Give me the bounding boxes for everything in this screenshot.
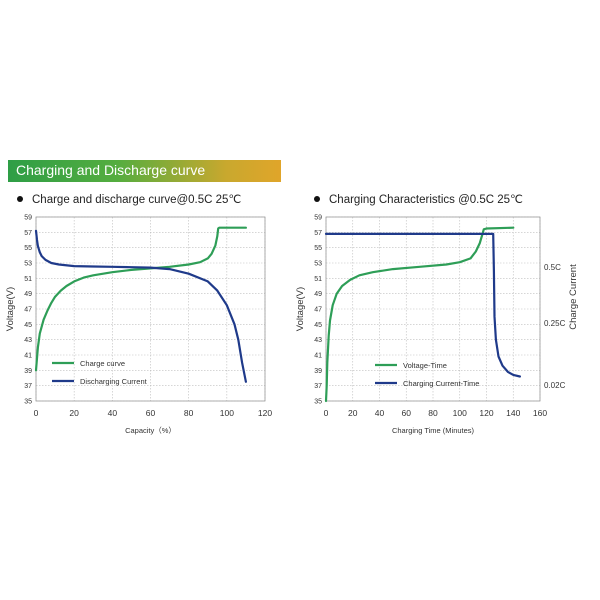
chart-2-y-tick-label: 47 bbox=[314, 307, 322, 314]
chart-1-y-tick-label: 37 bbox=[24, 383, 32, 390]
chart-1-y-tick-label: 47 bbox=[24, 307, 32, 314]
chart-2-y-tick-label: 39 bbox=[314, 368, 322, 375]
chart-1-x-axis-label: Capacity（%） bbox=[125, 426, 176, 435]
chart-1-legend-label: Charge curve bbox=[80, 359, 125, 368]
chart-2-title: Charging Characteristics @0.5C 25℃ bbox=[314, 192, 523, 206]
chart-1-y-tick-label: 59 bbox=[24, 215, 32, 222]
chart-2-series-2-line bbox=[324, 232, 521, 378]
chart-2-y-tick-label: 59 bbox=[314, 215, 322, 222]
chart-1-y-tick-label: 35 bbox=[24, 399, 32, 406]
chart-1-x-tick-label: 80 bbox=[184, 408, 194, 418]
chart-2-x-tick-label: 80 bbox=[428, 408, 438, 418]
chart-1-y-tick-label: 49 bbox=[24, 291, 32, 298]
chart-1-x-tick-label: 40 bbox=[108, 408, 118, 418]
chart-1-y-tick-label: 39 bbox=[24, 368, 32, 375]
chart-2-x-tick-label: 40 bbox=[375, 408, 385, 418]
chart-1-y-tick-label: 43 bbox=[24, 337, 32, 344]
chart-2-y2-tick-label: 0.02C bbox=[544, 381, 566, 390]
chart-2-y-tick-label: 35 bbox=[314, 399, 322, 406]
chart-2-y2-tick-label: 0.25C bbox=[544, 319, 566, 328]
chart-1-title: Charge and discharge curve@0.5C 25℃ bbox=[17, 192, 241, 206]
chart-2-x-tick-label: 60 bbox=[402, 408, 412, 418]
chart-2-series-1-line bbox=[324, 226, 515, 403]
chart-1-series-2-line bbox=[34, 229, 247, 383]
chart-2-y-axis-label: Voltage(V) bbox=[295, 287, 306, 331]
chart-2-y-tick-label: 53 bbox=[314, 261, 322, 268]
chart-1-series-1-line bbox=[34, 226, 247, 372]
chart-1-x-tick-label: 20 bbox=[69, 408, 79, 418]
chart-2-title-text: Charging Characteristics @0.5C 25℃ bbox=[329, 194, 523, 206]
chart-2-legend-label: Voltage-Time bbox=[403, 361, 447, 370]
chart-1-plot-frame bbox=[35, 216, 266, 402]
chart-2-y-tick-label: 45 bbox=[314, 322, 322, 329]
chart-2-x-axis-label: Charging Time (Minutes) bbox=[392, 426, 475, 435]
chart-2-y-tick-label: 43 bbox=[314, 337, 322, 344]
chart-2-y-tick-label: 41 bbox=[314, 353, 322, 360]
chart-2-y-tick-label: 37 bbox=[314, 383, 322, 390]
chart-2-x-tick-label: 140 bbox=[506, 408, 520, 418]
chart-1-x-tick-label: 0 bbox=[34, 408, 39, 418]
section-title: Charging and Discharge curve bbox=[16, 162, 206, 178]
chart-2-y2-axis-label: Charge Current bbox=[568, 264, 579, 330]
chart-1-legend-label: Discharging Current bbox=[80, 377, 148, 386]
chart-2-x-tick-label: 0 bbox=[324, 408, 329, 418]
chart-1-y-tick-label: 57 bbox=[24, 230, 32, 237]
chart-1-y-tick-label: 41 bbox=[24, 353, 32, 360]
chart-1-y-tick-label: 45 bbox=[24, 322, 32, 329]
chart-2-y-tick-label: 51 bbox=[314, 276, 322, 283]
chart-2-x-tick-label: 100 bbox=[453, 408, 467, 418]
section-header-bar: Charging and Discharge curve bbox=[8, 160, 281, 182]
chart-2-y-tick-label: 57 bbox=[314, 230, 322, 237]
chart-2-y2-tick-label: 0.5C bbox=[544, 263, 561, 272]
chart-1-y-axis-label: Voltage(V) bbox=[5, 287, 16, 331]
bullet-icon bbox=[17, 195, 23, 202]
chart-1-title-text: Charge and discharge curve@0.5C 25℃ bbox=[32, 194, 242, 206]
chart-1-y-tick-label: 51 bbox=[24, 276, 32, 283]
chart-2-plot-frame bbox=[325, 216, 541, 402]
chart-2-legend-label: Charging Current-Time bbox=[403, 379, 479, 388]
chart-1-x-tick-label: 60 bbox=[146, 408, 156, 418]
bullet-icon bbox=[314, 195, 320, 202]
chart-1-x-tick-label: 120 bbox=[258, 408, 272, 418]
chart-1-x-tick-label: 100 bbox=[220, 408, 234, 418]
chart-2-y-tick-label: 55 bbox=[314, 245, 322, 252]
chart-2-x-tick-label: 160 bbox=[533, 408, 547, 418]
chart-2-x-tick-label: 120 bbox=[479, 408, 493, 418]
chart-2-y-tick-label: 49 bbox=[314, 291, 322, 298]
chart-2-x-tick-label: 20 bbox=[348, 408, 358, 418]
chart-1-y-tick-label: 53 bbox=[24, 261, 32, 268]
chart-1-y-tick-label: 55 bbox=[24, 245, 32, 252]
